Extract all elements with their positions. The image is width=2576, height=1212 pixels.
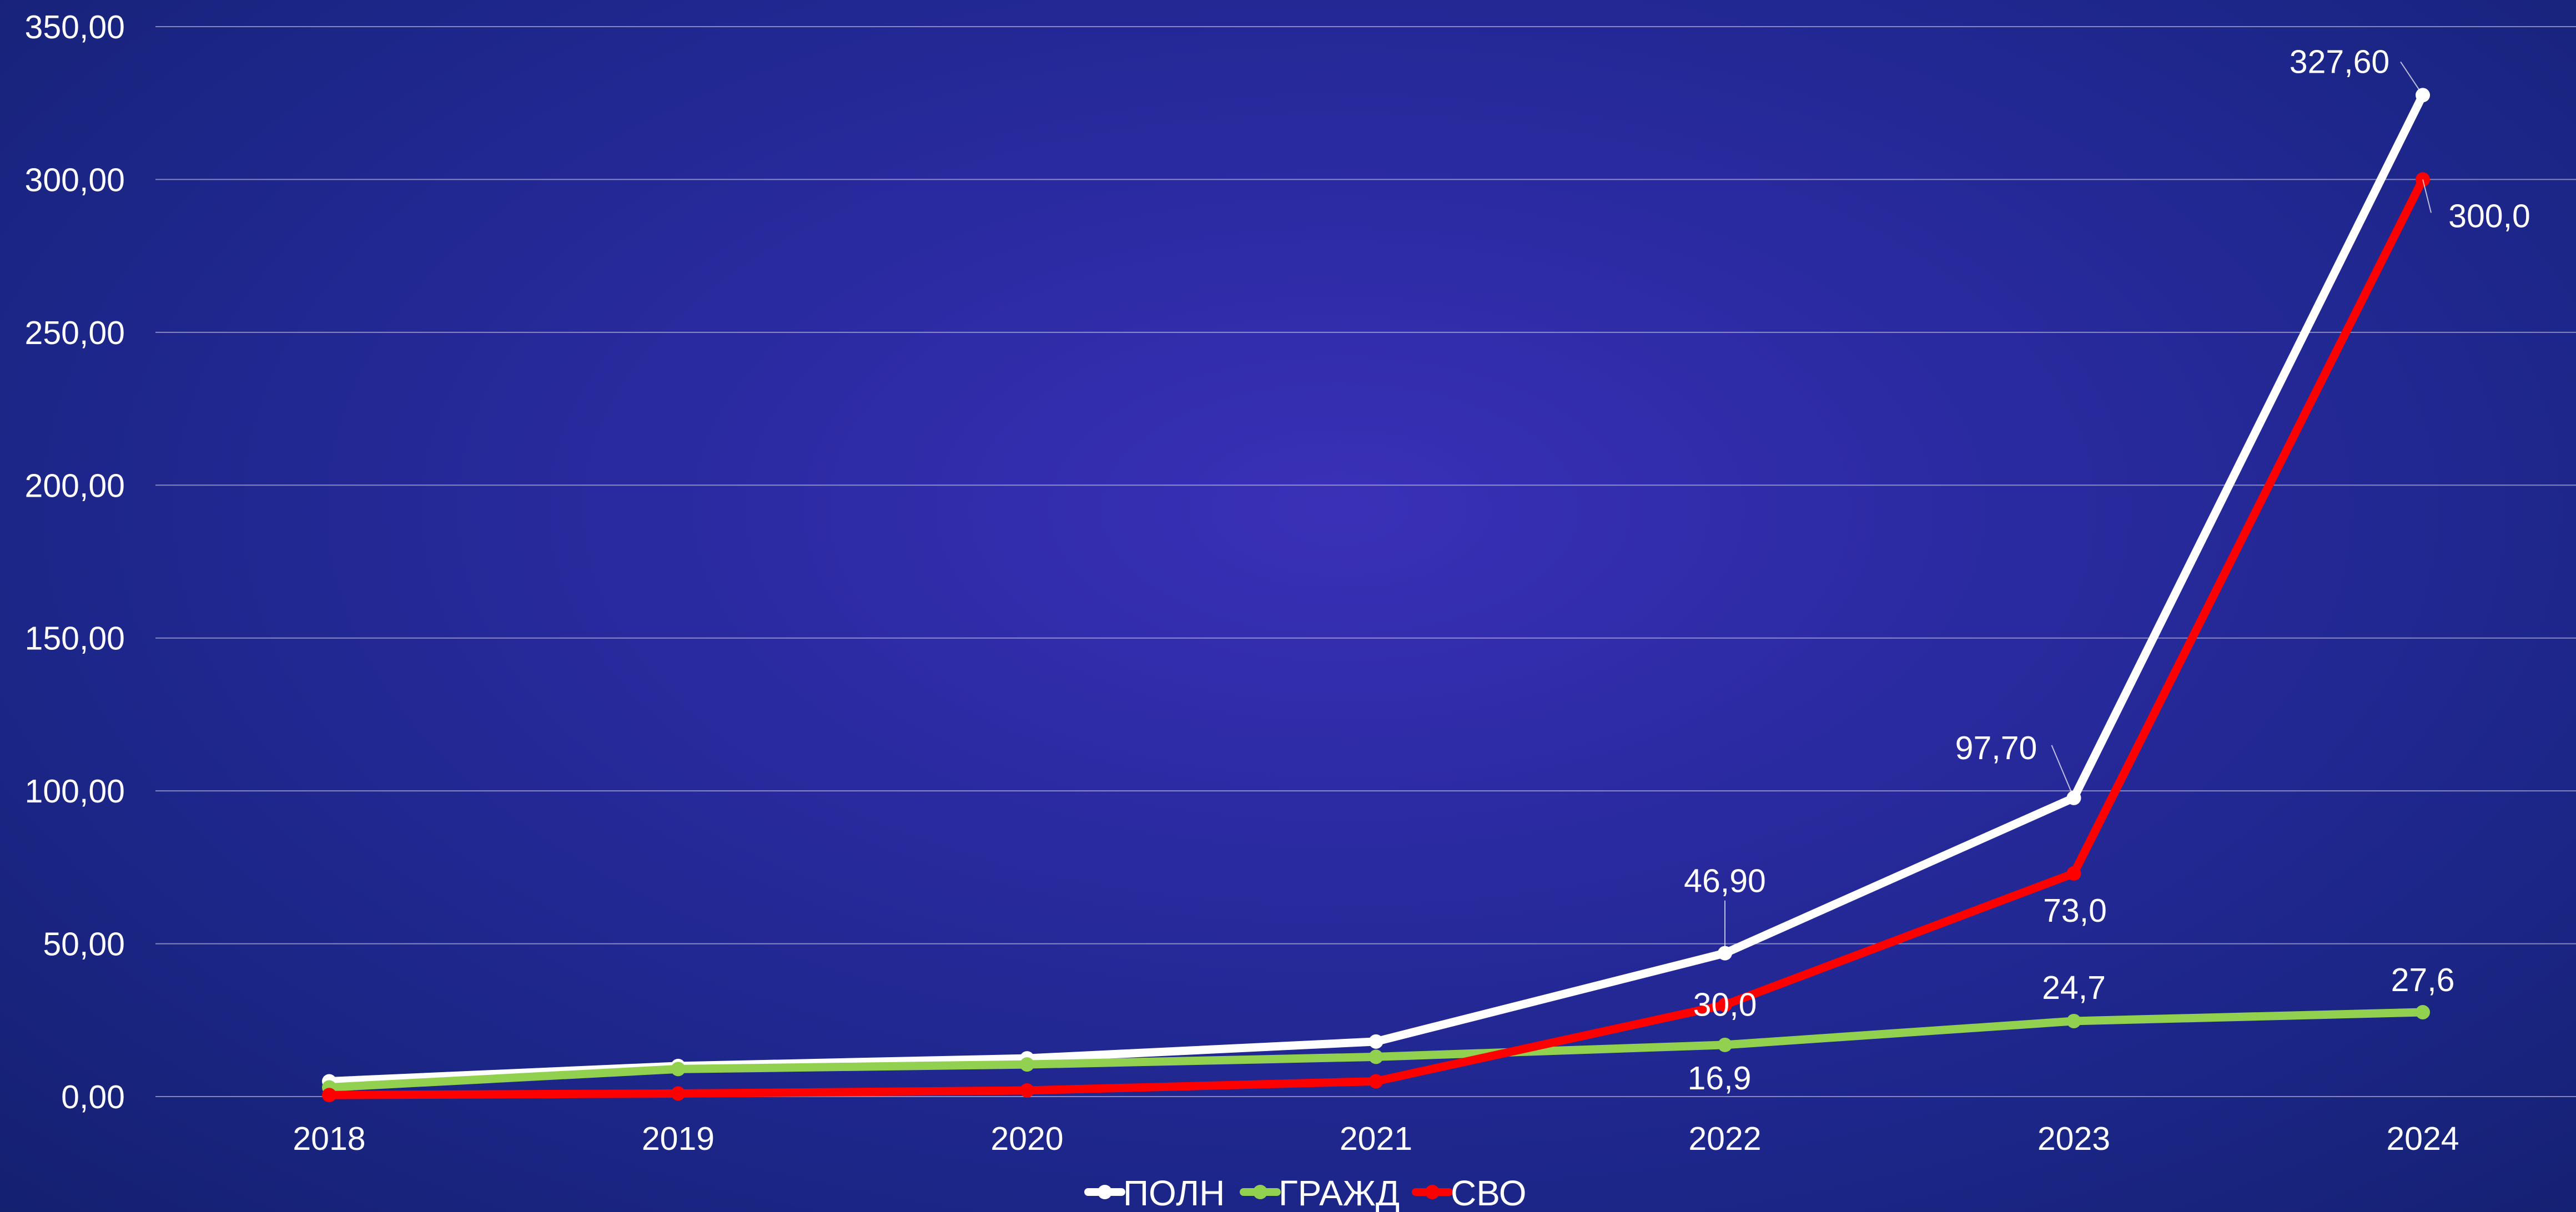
data-point — [1718, 997, 1732, 1012]
data-point — [1368, 1049, 1383, 1064]
series-line — [325, 90, 2427, 1085]
gridlines — [155, 26, 2576, 1097]
data-label: 73,0 — [2043, 892, 2107, 929]
x-tick-label: 2019 — [642, 1120, 715, 1157]
data-point — [322, 1088, 336, 1103]
y-tick-label: 350,00 — [25, 9, 125, 46]
legend-label: СВО — [1451, 1173, 1527, 1212]
data-point — [1368, 1074, 1383, 1089]
legend-marker — [1098, 1185, 1112, 1199]
x-tick-label: 2024 — [2386, 1120, 2459, 1157]
data-labels: 46,90 97,70 327,60 16,9 24,7 27,6 30,0 73,0 300,… — [1684, 43, 2530, 1097]
data-point — [1020, 1083, 1034, 1098]
y-tick-label: 100,00 — [25, 773, 125, 810]
data-point — [2416, 1004, 2430, 1019]
data-point — [1718, 1037, 1732, 1052]
legend-marker — [1253, 1185, 1267, 1199]
data-label: 97,70 — [1955, 730, 2037, 766]
x-tick-label: 2020 — [990, 1120, 1063, 1157]
data-point — [2066, 866, 2081, 881]
x-tick-label: 2021 — [1340, 1120, 1412, 1157]
data-label: 16,9 — [1688, 1060, 1752, 1097]
y-tick-label: 200,00 — [25, 467, 125, 504]
data-label: 46,90 — [1684, 863, 1766, 900]
series-lines — [322, 88, 2430, 1103]
x-tick-label: 2018 — [293, 1120, 365, 1157]
data-point — [671, 1086, 686, 1101]
y-tick-label: 250,00 — [25, 315, 125, 351]
data-label: 27,6 — [2391, 962, 2455, 998]
data-label: 30,0 — [1693, 987, 1757, 1023]
data-point — [1368, 1034, 1383, 1049]
legend-label: ГРАЖД — [1279, 1173, 1400, 1212]
y-tick-label: 0,00 — [61, 1079, 125, 1115]
x-tick-label: 2022 — [1688, 1120, 1761, 1157]
data-label: 24,7 — [2042, 969, 2106, 1006]
data-point — [2066, 1013, 2081, 1028]
data-point — [1020, 1057, 1034, 1072]
series-line — [325, 175, 2427, 1099]
y-axis-ticks: 0,00 50,00 100,00 150,00 200,00 250,00 300,00 3… — [25, 9, 125, 1115]
legend-label: ПОЛН — [1123, 1173, 1225, 1212]
data-point — [671, 1062, 686, 1077]
legend: ПОЛН ГРАЖД СВО — [1084, 1173, 1527, 1212]
data-label: 300,0 — [2448, 198, 2530, 234]
leader-line — [2422, 179, 2432, 213]
y-tick-label: 150,00 — [25, 620, 125, 657]
leader-line — [2400, 61, 2423, 95]
y-tick-label: 300,00 — [25, 161, 125, 198]
y-tick-label: 50,00 — [43, 926, 125, 963]
data-label: 327,60 — [2290, 43, 2389, 80]
x-axis-ticks: 2018 2019 2020 2021 2022 2023 2024 — [293, 1120, 2459, 1157]
leader-line — [2051, 745, 2075, 799]
x-tick-label: 2023 — [2037, 1120, 2110, 1157]
legend-marker — [1425, 1185, 1440, 1199]
